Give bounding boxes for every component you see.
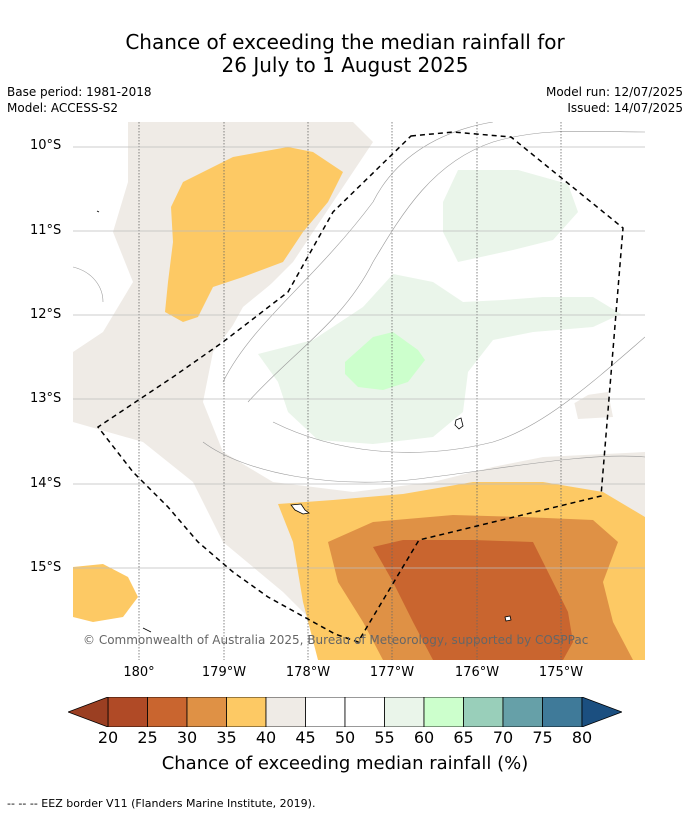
island-south — [504, 615, 512, 622]
band-55-60-central — [258, 274, 621, 444]
colorbar-arrow-right — [581, 697, 622, 727]
band-25-30-south — [373, 540, 573, 660]
colorbar-label: Chance of exceeding median rainfall (%) — [161, 753, 529, 774]
band-45-55-west — [73, 252, 108, 302]
meta-left: Base period: 1981-2018 Model: ACCESS-S2 — [7, 84, 152, 116]
map-title: Chance of exceeding the median rainfall … — [0, 31, 690, 77]
band-35-40-northwest — [165, 147, 343, 322]
lon-label-175w: 175°W — [538, 665, 584, 680]
eez-footer: -- -- -- EEZ border V11 (Flanders Marine… — [7, 797, 316, 810]
lon-label-178w: 178°W — [285, 665, 331, 680]
colorbar-cells — [107, 697, 583, 727]
colorbar-tick-label: 80 — [571, 728, 593, 747]
island-tiny — [96, 210, 100, 213]
colorbar-cell — [463, 697, 504, 727]
colorbar-cell — [542, 697, 583, 727]
contour-line-4 — [202, 441, 645, 483]
contour-line-1 — [222, 122, 494, 383]
parallel-lines — [73, 146, 645, 569]
colorbar-tick-label: 75 — [532, 728, 553, 747]
colorbar-cell — [384, 697, 425, 727]
colorbar-tick-label: 70 — [492, 728, 514, 747]
title-line-1: Chance of exceeding the median rainfall … — [125, 30, 565, 54]
lat-label-12s: 12°S — [30, 307, 62, 322]
contour-lines — [73, 122, 645, 483]
meta-right: Model run: 12/07/2025 Issued: 14/07/2025 — [546, 84, 683, 116]
lon-label-176w: 176°W — [454, 665, 500, 680]
eez-border — [96, 131, 624, 643]
contour-line-2 — [247, 130, 645, 403]
island-small — [142, 627, 152, 633]
contour-line-3 — [272, 336, 645, 453]
colorbar-cell — [107, 697, 148, 727]
rainfall-map — [73, 122, 645, 660]
colorbar-cell — [265, 697, 306, 727]
model-run: Model run: 12/07/2025 — [545, 85, 683, 99]
colorbar-cell — [147, 697, 188, 727]
meridian-lines — [138, 122, 562, 660]
colorbar-tick-label: 25 — [137, 728, 158, 747]
island-west — [290, 503, 310, 515]
colorbar-arrow-left — [68, 697, 109, 727]
colorbar-tick-label: 50 — [334, 728, 356, 747]
colorbar-tick-label: 65 — [453, 728, 474, 747]
colorbar-cell — [502, 697, 543, 727]
colorbar-cell — [305, 697, 346, 727]
colorbar-cell — [423, 697, 464, 727]
title-line-2: 26 July to 1 August 2025 — [221, 53, 469, 77]
colorbar-tick-label: 60 — [413, 728, 435, 747]
copyright-notice: © Commonwealth of Australia 2025, Bureau… — [83, 633, 589, 647]
base-period: Base period: 1981-2018 — [7, 85, 152, 99]
lat-label-10s: 10°S — [30, 138, 62, 153]
colorbar-tick-label: 30 — [176, 728, 198, 747]
lon-label-179w: 179°W — [201, 665, 247, 680]
lon-label-177w: 177°W — [369, 665, 415, 680]
island-north — [454, 417, 464, 430]
colorbar-tick-label: 45 — [295, 728, 316, 747]
model-name: Model: ACCESS-S2 — [7, 101, 119, 115]
lon-label-180: 180° — [123, 665, 155, 680]
colorbar-cell — [226, 697, 267, 727]
colorbar-cell — [344, 697, 385, 727]
band-60-65-central — [345, 332, 425, 390]
lat-label-14s: 14°S — [30, 476, 62, 491]
colorbar — [68, 697, 622, 727]
colorbar-cell — [186, 697, 227, 727]
lat-label-15s: 15°S — [30, 560, 62, 575]
issued-date: Issued: 14/07/2025 — [567, 101, 683, 115]
band-35-40-southwest — [73, 564, 138, 622]
lat-label-13s: 13°S — [30, 391, 62, 406]
colorbar-tick-label: 35 — [216, 728, 237, 747]
colorbar-tick-label: 20 — [97, 728, 119, 747]
colorbar-tick-label: 40 — [255, 728, 277, 747]
contour-line-5 — [73, 266, 104, 303]
colorbar-tick-label: 55 — [374, 728, 395, 747]
lat-label-11s: 11°S — [30, 223, 62, 238]
